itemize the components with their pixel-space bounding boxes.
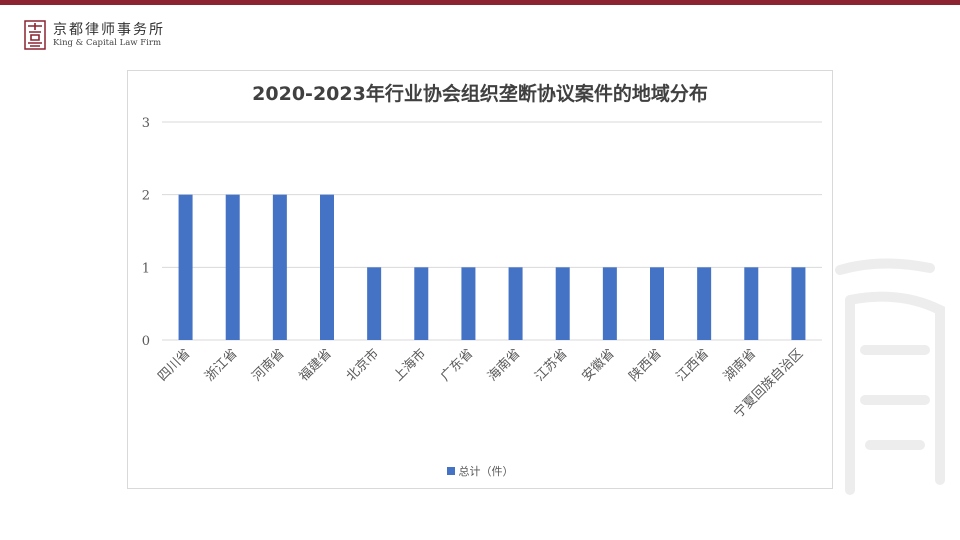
x-tick-label: 海南省 xyxy=(484,346,523,385)
x-tick-label: 浙江省 xyxy=(202,346,240,384)
seal-watermark xyxy=(835,258,945,495)
legend-label: 总计（件） xyxy=(458,465,514,478)
x-tick-label: 广东省 xyxy=(438,346,476,384)
bar xyxy=(650,267,664,340)
y-tick-label: 3 xyxy=(142,116,150,131)
y-tick-label: 2 xyxy=(142,189,150,204)
firm-name-cn: 京都律师事务所 xyxy=(53,22,165,38)
x-tick-label: 北京市 xyxy=(343,346,382,385)
bar xyxy=(555,267,570,340)
y-tick-label: 0 xyxy=(142,334,150,349)
bar xyxy=(320,194,334,340)
x-tick-label: 湖南省 xyxy=(720,346,759,385)
x-tick-label: 福建省 xyxy=(297,346,335,384)
bar xyxy=(508,267,523,340)
x-tick-label: 江西省 xyxy=(674,346,712,384)
x-tick-label: 河南省 xyxy=(249,346,288,385)
chart-frame: 2020-2023年行业协会组织垄断协议案件的地域分布 0 1 2 3 四川省 浙江省 河南… xyxy=(127,70,833,489)
bar-chart-plot: 0 1 2 3 四川省 浙江省 河南省 福建省 北京市 上海市 广东省 海南省 江苏省 安徽省 陕西省 江西省… xyxy=(142,116,822,421)
chart-legend: 总计（件） xyxy=(128,463,832,479)
x-tick-label: 安徽省 xyxy=(579,346,617,384)
x-tick-label: 陕西省 xyxy=(627,346,665,384)
bar xyxy=(602,267,617,340)
bar xyxy=(367,267,382,340)
bar xyxy=(791,267,806,340)
bar xyxy=(697,267,712,340)
firm-name-en: King & Capital Law Firm xyxy=(53,38,162,48)
top-accent-bar xyxy=(0,0,960,5)
bar xyxy=(272,194,287,340)
x-tick-label: 四川省 xyxy=(155,346,193,384)
bar xyxy=(414,267,429,340)
bar xyxy=(744,267,759,340)
chart-title: 2020-2023年行业协会组织垄断协议案件的地域分布 xyxy=(252,83,708,105)
firm-logo-seal xyxy=(24,20,46,50)
x-tick-label: 上海市 xyxy=(390,346,429,385)
bar xyxy=(225,194,240,340)
bar xyxy=(461,267,476,340)
bar xyxy=(178,194,193,340)
x-tick-label: 江苏省 xyxy=(532,346,571,385)
legend-swatch xyxy=(446,467,455,475)
y-tick-label: 1 xyxy=(142,261,150,276)
